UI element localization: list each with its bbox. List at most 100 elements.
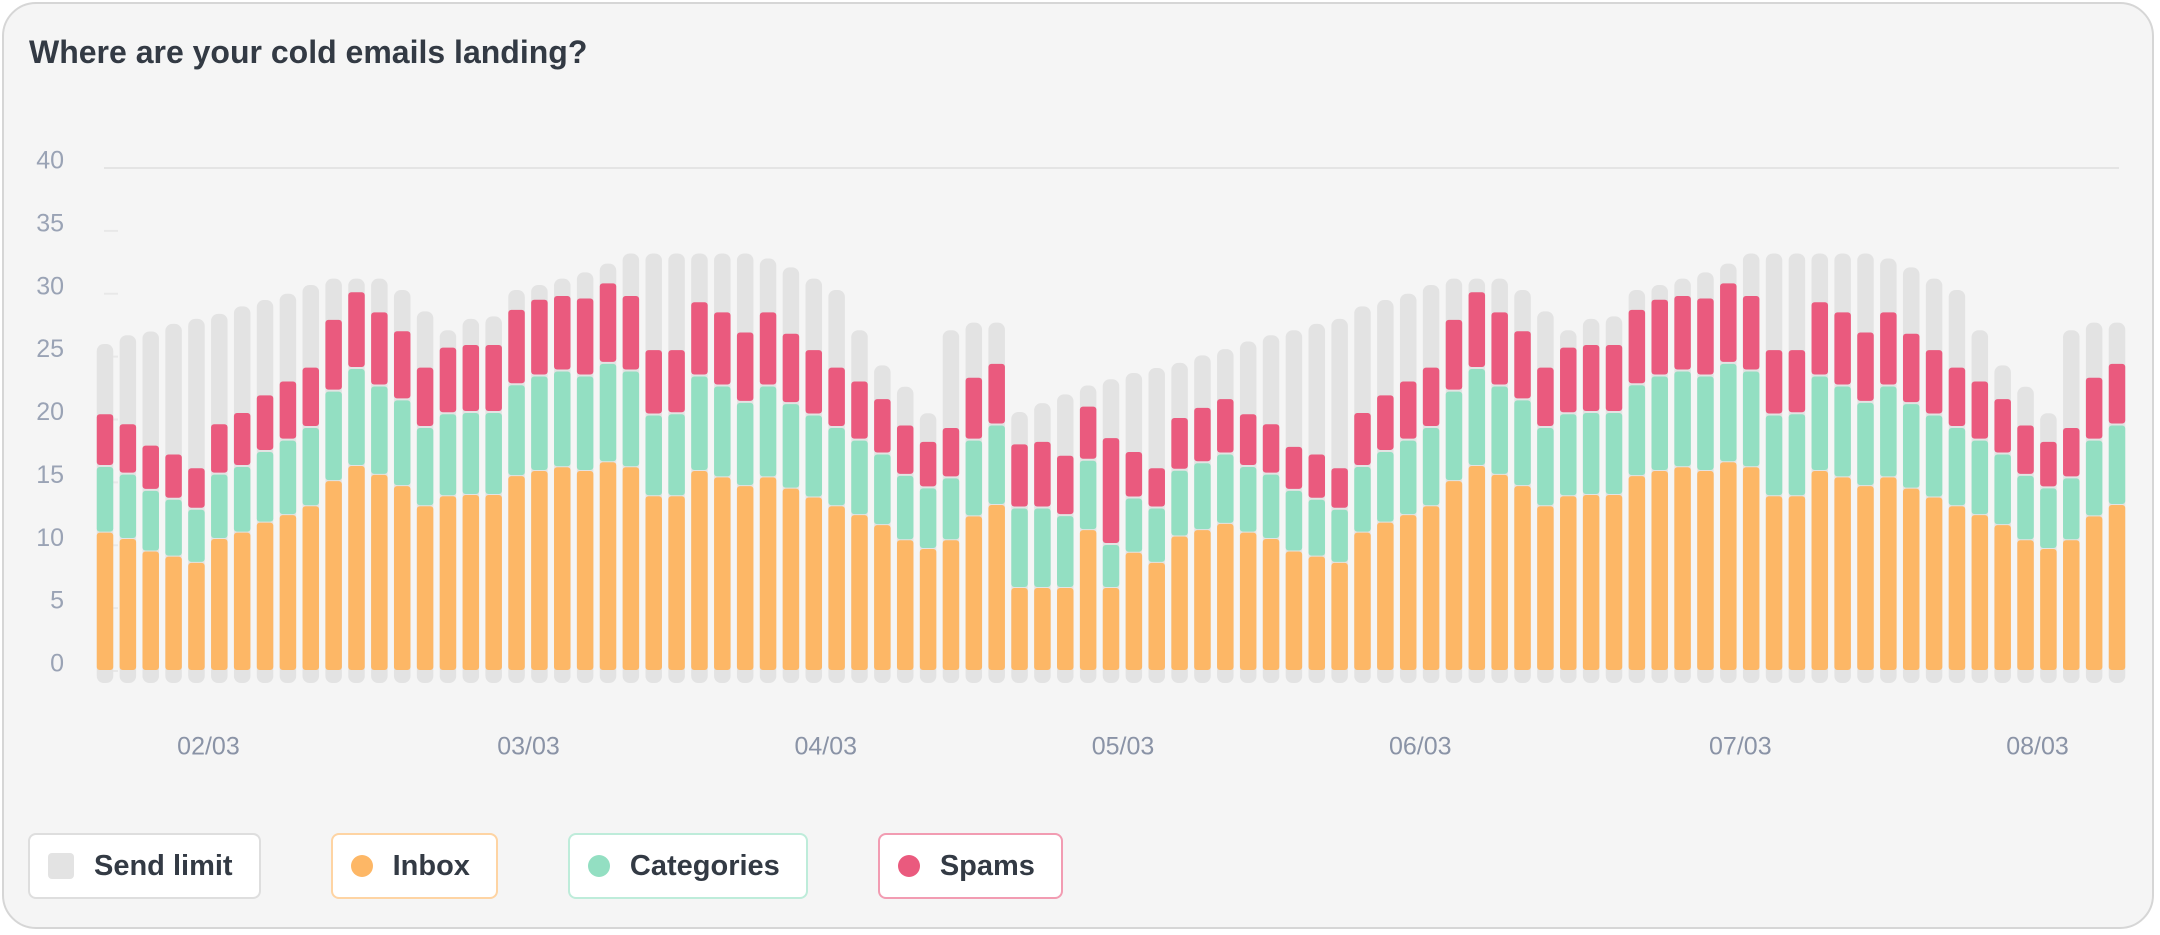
bar-segment bbox=[1788, 350, 1806, 413]
x-tick-label: 03/03 bbox=[497, 733, 560, 761]
bar-segment bbox=[1811, 302, 1829, 375]
bar-segment bbox=[1217, 399, 1234, 453]
bar-segment bbox=[1971, 440, 1989, 515]
bar-segment bbox=[1925, 415, 1943, 497]
bar-segment bbox=[302, 367, 320, 427]
bar-segment bbox=[896, 425, 914, 474]
bar-segment bbox=[2063, 478, 2080, 540]
bar-segment bbox=[1811, 376, 1829, 471]
bar-segment bbox=[1628, 309, 1646, 384]
bar-segment bbox=[508, 309, 525, 384]
bar-segment bbox=[1491, 312, 1508, 385]
bar-segment bbox=[1125, 498, 1143, 552]
bar-segment bbox=[1697, 471, 1714, 670]
bar-segment bbox=[1354, 532, 1371, 670]
bar-segment bbox=[1720, 462, 1737, 670]
bar-segment bbox=[325, 481, 342, 670]
bar-segment bbox=[1742, 467, 1760, 670]
bar-segment bbox=[1902, 333, 1920, 403]
bar-segment bbox=[1377, 451, 1394, 522]
bar-segment bbox=[188, 509, 205, 562]
legend-item[interactable]: Spams bbox=[877, 833, 1063, 899]
bar-segment bbox=[531, 471, 548, 670]
bar-segment bbox=[599, 283, 617, 362]
bar-segment bbox=[1651, 376, 1668, 471]
legend: Send limit Inbox Categories Spams bbox=[28, 833, 1063, 899]
bar-segment bbox=[1765, 350, 1783, 414]
bar-segment bbox=[782, 333, 800, 403]
bar-segment bbox=[508, 385, 525, 476]
bar-segment bbox=[759, 312, 777, 385]
bar-segment bbox=[1674, 467, 1691, 670]
bar-segment bbox=[1102, 438, 1120, 543]
bar-segment bbox=[1651, 471, 1668, 670]
bar-segment bbox=[485, 494, 502, 670]
bar-segment bbox=[2108, 505, 2126, 670]
bar-segment bbox=[874, 454, 891, 525]
bar-segment bbox=[348, 292, 365, 367]
bar-segment bbox=[165, 454, 182, 498]
bar-segment bbox=[1857, 402, 1874, 486]
bar-segment bbox=[1377, 522, 1394, 670]
bar-segment bbox=[1262, 424, 1280, 473]
bar-segment bbox=[1399, 440, 1417, 515]
y-tick-label: 30 bbox=[36, 272, 64, 300]
bar-segment bbox=[531, 376, 548, 471]
bar-segment bbox=[828, 428, 845, 506]
bar-segment bbox=[1674, 371, 1691, 467]
bar-segment bbox=[1422, 367, 1440, 427]
bar-segment bbox=[1011, 444, 1028, 507]
bar-segment bbox=[805, 497, 823, 670]
bar-segment bbox=[1262, 538, 1280, 670]
bar-segment bbox=[1285, 490, 1303, 551]
legend-swatch bbox=[48, 853, 74, 879]
bar-segment bbox=[851, 381, 868, 439]
bar-segment bbox=[1857, 332, 1874, 401]
x-tick-label: 07/03 bbox=[1709, 733, 1772, 761]
bar-segment bbox=[211, 424, 228, 473]
legend-label: Spams bbox=[939, 849, 1035, 882]
bar-segment bbox=[1788, 414, 1806, 496]
legend-item[interactable]: Send limit bbox=[28, 833, 261, 899]
bar-segment bbox=[348, 466, 365, 670]
bar-segment bbox=[1468, 466, 1486, 670]
bar-segment bbox=[279, 440, 297, 515]
legend-swatch bbox=[350, 855, 373, 877]
bar-segment bbox=[576, 298, 594, 375]
y-tick-label: 40 bbox=[36, 147, 64, 175]
bar-segment bbox=[554, 467, 571, 670]
bar-segment bbox=[1834, 477, 1851, 670]
bar-segment bbox=[1697, 376, 1714, 471]
legend-item[interactable]: Categories bbox=[567, 833, 808, 899]
bar-segment bbox=[531, 299, 548, 375]
bar-segment bbox=[1537, 506, 1554, 670]
bar-segment bbox=[2040, 488, 2057, 549]
bar-segment bbox=[1377, 395, 1394, 450]
legend-item[interactable]: Inbox bbox=[330, 833, 498, 899]
bar-segment bbox=[1651, 299, 1668, 375]
bar-segment bbox=[1011, 588, 1028, 670]
bar-segment bbox=[2017, 475, 2034, 540]
bar-segment bbox=[965, 377, 983, 439]
bar-segment bbox=[393, 400, 411, 486]
y-tick-label: 25 bbox=[36, 335, 64, 363]
x-tick-label: 08/03 bbox=[2006, 733, 2069, 761]
bar-segment bbox=[233, 532, 251, 670]
bar-segment bbox=[1994, 454, 2011, 525]
bar-segment bbox=[371, 474, 388, 670]
bar-segment bbox=[1102, 544, 1120, 588]
x-tick-label: 04/03 bbox=[794, 733, 857, 761]
bar-segment bbox=[1194, 530, 1211, 670]
bar-segment bbox=[211, 474, 228, 538]
bar-segment bbox=[1720, 363, 1737, 462]
bar-segment bbox=[1537, 428, 1554, 506]
bar-segment bbox=[1285, 551, 1303, 670]
bar-segment bbox=[348, 368, 365, 466]
bar-segment bbox=[119, 474, 137, 538]
bar-segment bbox=[1514, 400, 1531, 486]
bar-segment bbox=[1902, 488, 1920, 670]
bar-segment bbox=[1582, 494, 1600, 670]
bar-segment bbox=[1262, 474, 1280, 538]
bar-segment bbox=[805, 350, 823, 414]
